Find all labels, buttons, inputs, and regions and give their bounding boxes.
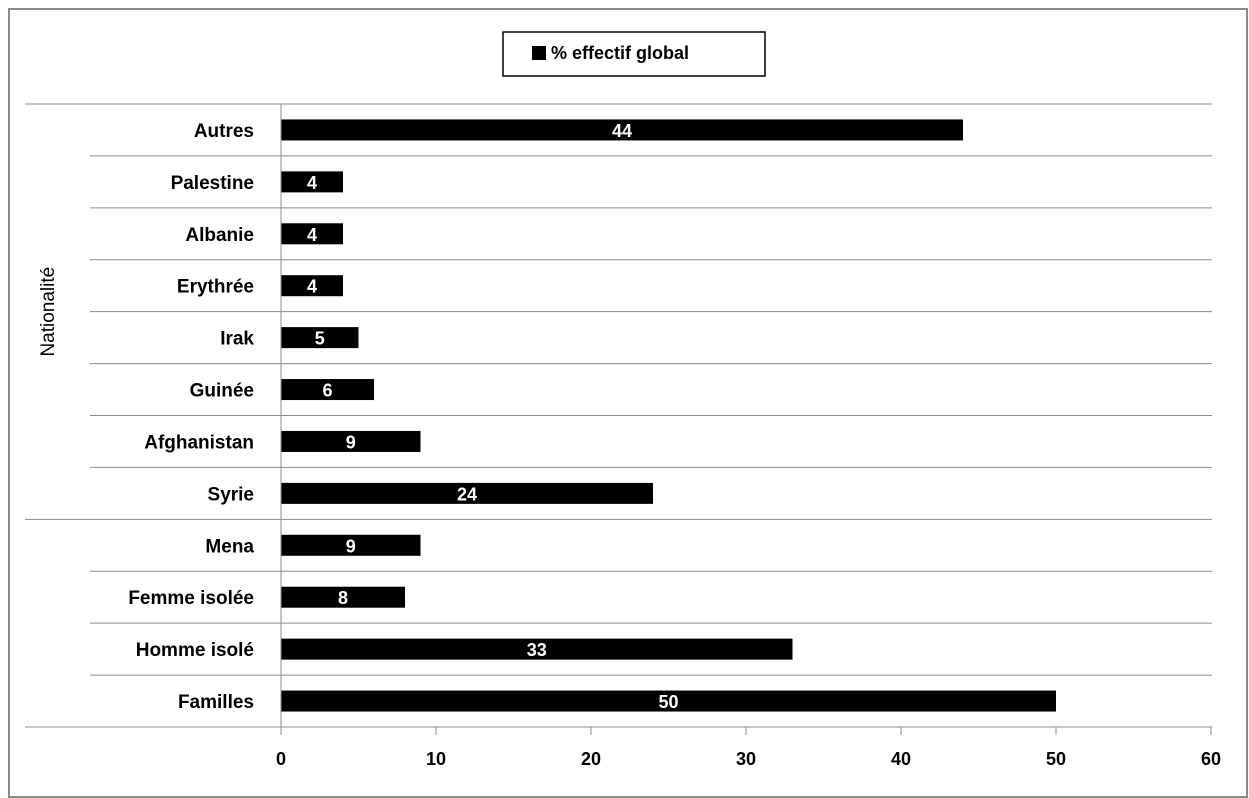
group-label: Nationalité xyxy=(38,267,59,357)
category-label: Mena xyxy=(205,536,254,557)
category-label: Familles xyxy=(178,692,254,713)
category-label: Albanie xyxy=(185,225,254,246)
category-label: Palestine xyxy=(171,173,254,194)
x-tick-label: 0 xyxy=(276,749,286,769)
x-tick-label: 60 xyxy=(1201,749,1221,769)
category-label: Irak xyxy=(220,329,254,350)
data-label: 4 xyxy=(307,277,317,297)
data-label: 4 xyxy=(307,225,317,245)
category-label: Syrie xyxy=(208,484,254,505)
x-tick-label: 10 xyxy=(426,749,446,769)
data-label: 44 xyxy=(612,121,632,141)
legend-label: % effectif global xyxy=(551,43,689,63)
legend: % effectif global xyxy=(503,32,765,76)
category-label: Homme isolé xyxy=(136,640,254,661)
data-label: 5 xyxy=(315,329,325,349)
x-tick-label: 30 xyxy=(736,749,756,769)
data-label: 9 xyxy=(346,536,356,556)
category-label: Autres xyxy=(194,121,254,142)
legend-swatch xyxy=(532,46,546,60)
data-label: 33 xyxy=(527,640,547,660)
data-label: 24 xyxy=(457,484,477,504)
category-label: Guinée xyxy=(190,381,254,402)
category-label: Femme isolée xyxy=(128,588,254,609)
category-label: Afghanistan xyxy=(144,432,254,453)
category-label: Erythrée xyxy=(177,277,254,298)
data-label: 4 xyxy=(307,173,317,193)
data-label: 50 xyxy=(658,692,678,712)
data-label: 6 xyxy=(322,381,332,401)
x-tick-label: 20 xyxy=(581,749,601,769)
x-tick-label: 50 xyxy=(1046,749,1066,769)
data-label: 8 xyxy=(338,588,348,608)
data-label: 9 xyxy=(346,432,356,452)
category-labels: Familles Homme isolé Femme isolée Mena Syrie… xyxy=(128,121,254,713)
group-labels: Nationalité xyxy=(38,267,59,357)
x-tick-label: 40 xyxy=(891,749,911,769)
category-separators xyxy=(25,104,1212,727)
